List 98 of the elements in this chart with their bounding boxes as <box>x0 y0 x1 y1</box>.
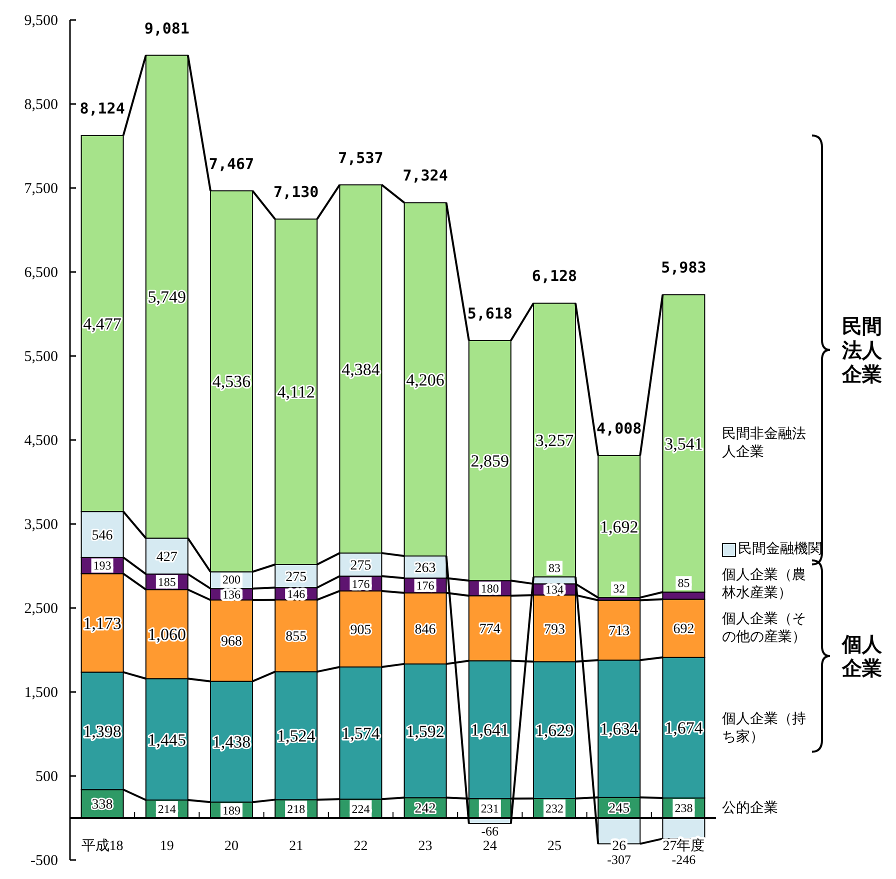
data-label: 1,438 <box>212 732 251 752</box>
data-label: 176 <box>352 576 370 591</box>
x-tick-label: 24 <box>482 839 497 854</box>
data-label: 4,536 <box>212 372 251 392</box>
y-tick-label: 8,500 <box>24 97 58 113</box>
series-label: 個人企業（農林水産業） <box>722 566 807 602</box>
data-label: 3,257 <box>535 430 574 450</box>
data-label: 1,445 <box>148 730 186 750</box>
y-tick-label: 3,500 <box>24 517 58 533</box>
y-tick-label: -500 <box>30 853 58 869</box>
data-label: 1,173 <box>83 614 122 633</box>
x-tick-label: 19 <box>160 839 174 854</box>
data-label: 275 <box>286 570 307 585</box>
data-label: 4,206 <box>406 370 444 390</box>
data-label: 1,692 <box>600 517 638 536</box>
data-label: 3,541 <box>664 434 703 454</box>
total-label: 4,008 <box>596 419 642 438</box>
data-label: 1,674 <box>664 718 704 738</box>
text: 民間法人企業 <box>842 314 883 386</box>
data-label: 189 <box>222 803 240 818</box>
data-label: 180 <box>480 581 499 596</box>
data-label: 4,384 <box>342 360 380 379</box>
x-tick-label: 21 <box>289 839 304 854</box>
data-label: 1,398 <box>83 722 122 741</box>
total-label: 7,324 <box>402 166 448 185</box>
data-label: -307 <box>607 852 632 867</box>
total-label: 9,081 <box>144 19 190 38</box>
y-tick-label: 4,500 <box>24 433 58 449</box>
legend-label: 民間金融機関 <box>738 540 823 558</box>
data-label: 1,574 <box>342 724 380 744</box>
data-label: 1,060 <box>148 625 186 644</box>
data-label: 193 <box>93 558 112 573</box>
data-label: 1,629 <box>535 721 574 740</box>
text: 個人企業 <box>842 632 883 680</box>
data-label: 231 <box>480 802 499 816</box>
data-label: 427 <box>156 550 178 566</box>
data-label: 232 <box>546 801 564 816</box>
data-label: 134 <box>546 582 564 597</box>
data-label: 83 <box>548 560 560 575</box>
data-label: -66 <box>481 824 500 839</box>
data-label: 263 <box>414 560 436 576</box>
x-tick-label: 22 <box>354 839 368 854</box>
x-tick-label: 23 <box>418 839 432 854</box>
data-label: 338 <box>92 798 113 813</box>
y-tick-label: 2,500 <box>24 601 58 617</box>
y-tick-label: 6,500 <box>24 265 58 281</box>
data-label: 200 <box>222 572 240 587</box>
data-label: 176 <box>416 578 434 593</box>
data-label: 1,592 <box>406 722 444 741</box>
data-label: 85 <box>678 576 690 590</box>
data-label: 245 <box>608 802 630 817</box>
data-label: 546 <box>92 528 113 544</box>
y-tick-label: 5,500 <box>24 349 58 365</box>
series-label: 公的企業 <box>722 799 779 817</box>
data-label: 242 <box>414 802 436 817</box>
data-label: 2,859 <box>470 451 510 470</box>
data-label: 32 <box>613 582 626 596</box>
data-label: 238 <box>674 801 693 816</box>
data-label: 1,641 <box>470 720 510 740</box>
data-label: 855 <box>286 630 307 645</box>
total-label: 7,130 <box>274 183 319 202</box>
data-label: -246 <box>672 852 696 867</box>
data-label: 1,524 <box>276 726 316 746</box>
data-label: 793 <box>544 622 565 638</box>
total-label: 6,128 <box>532 267 578 286</box>
data-label: 713 <box>608 624 630 640</box>
data-label: 218 <box>287 802 306 816</box>
x-tick-label: 平成18 <box>81 838 124 854</box>
x-tick-label: 20 <box>224 839 238 854</box>
data-label: 146 <box>287 586 306 601</box>
y-tick-label: 1,500 <box>24 685 58 701</box>
series-label: 個人企業（その他の産業） <box>722 610 807 646</box>
data-label: 4,112 <box>277 382 315 402</box>
data-label: 846 <box>414 622 436 638</box>
total-label: 8,124 <box>80 100 125 118</box>
y-tick-label: 7,500 <box>24 181 58 197</box>
series-label: 民間非金融法人企業 <box>722 425 807 462</box>
x-tick-label: 27年度 <box>662 838 705 854</box>
y-tick-label: 9,500 <box>24 13 58 29</box>
total-label: 5,618 <box>467 304 512 322</box>
data-label: 1,634 <box>600 720 639 739</box>
data-label: 5,749 <box>148 288 186 307</box>
data-label: 968 <box>221 634 242 650</box>
total-label: 7,467 <box>208 154 254 173</box>
data-label: 774 <box>479 622 500 638</box>
data-label: 185 <box>158 575 176 590</box>
total-label: 5,983 <box>661 258 706 277</box>
data-label: 692 <box>673 622 694 638</box>
x-tick-label: 25 <box>548 839 562 854</box>
data-label: 905 <box>350 622 372 638</box>
y-tick-label: 500 <box>36 769 58 785</box>
total-label: 7,537 <box>338 148 384 167</box>
data-label: 214 <box>158 802 176 816</box>
data-label: 4,477 <box>83 314 122 334</box>
data-label: 136 <box>222 588 240 602</box>
data-label: 275 <box>350 558 372 574</box>
series-label: 個人企業（持ち家） <box>722 710 807 746</box>
data-label: 224 <box>352 802 370 816</box>
